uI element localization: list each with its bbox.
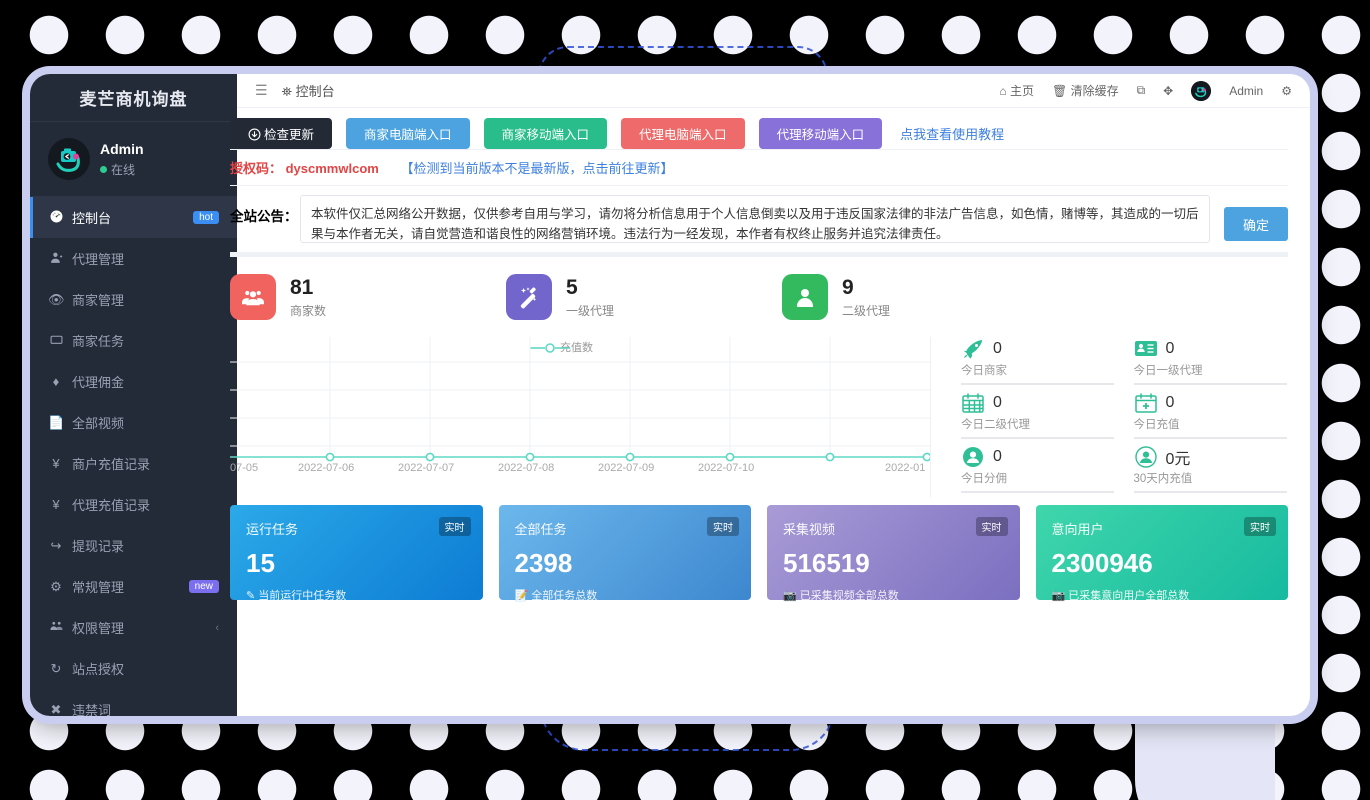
- svg-text:2022-07-10: 2022-07-10: [698, 462, 754, 474]
- svg-text:2022-07-06: 2022-07-06: [298, 462, 354, 474]
- svg-text:2022-07-09: 2022-07-09: [598, 462, 654, 474]
- svg-text:2022-07-08: 2022-07-08: [498, 462, 554, 474]
- svg-text:07-05: 07-05: [230, 462, 258, 474]
- svg-text:2022-07-07: 2022-07-07: [398, 462, 454, 474]
- svg-text:2022-01: 2022-01: [885, 462, 925, 474]
- svg-text:充值数: 充值数: [560, 340, 593, 354]
